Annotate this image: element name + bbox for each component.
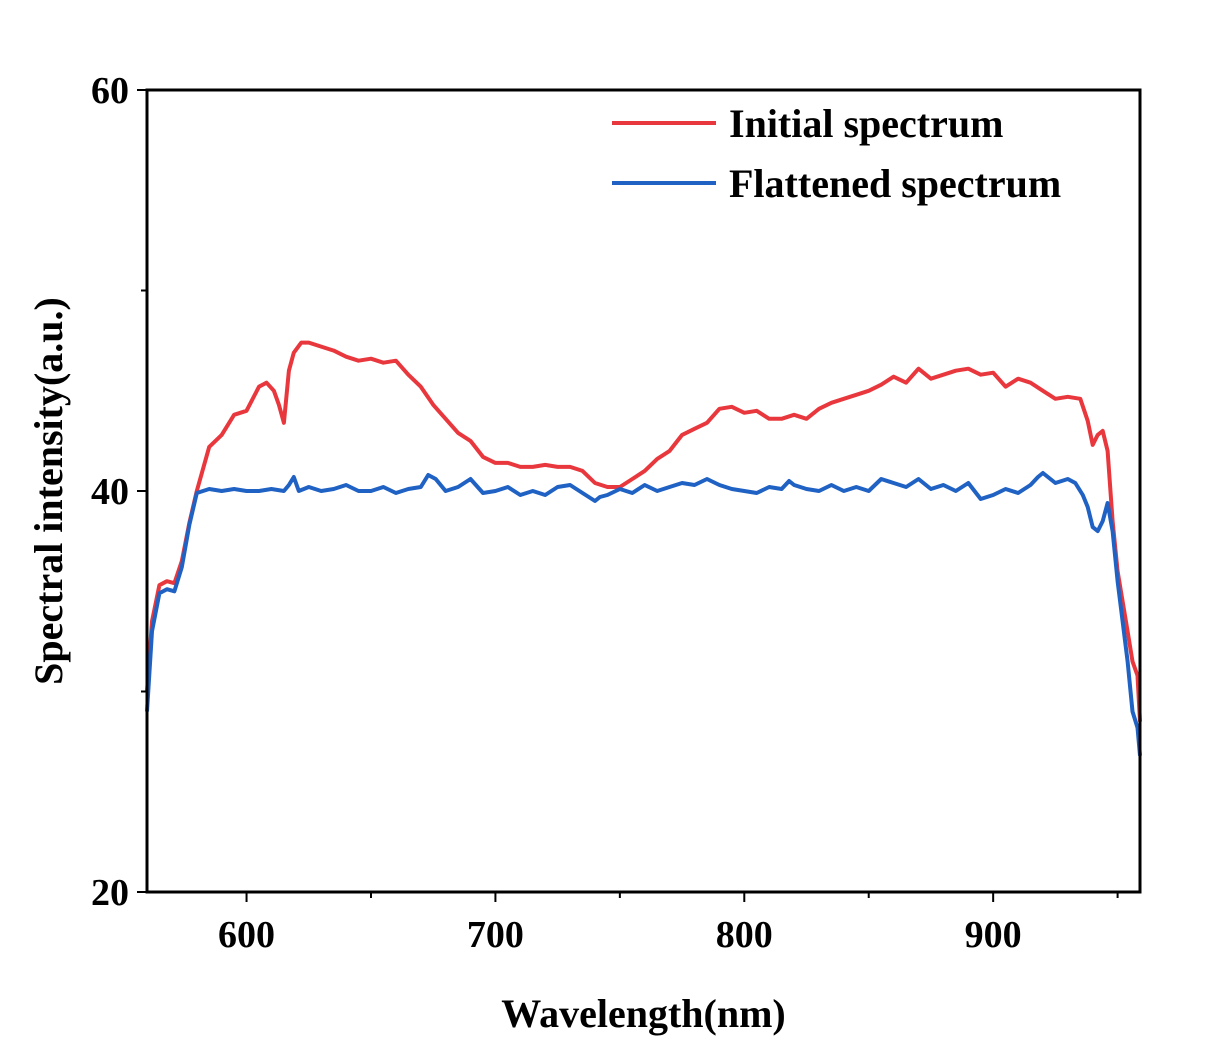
y-tick-label: 60 xyxy=(91,70,129,112)
y-axis-title: Spectral intensity(a.u.) xyxy=(26,297,71,685)
legend-label-initial-spectrum: Initial spectrum xyxy=(729,101,1003,146)
y-tick-label: 20 xyxy=(91,872,129,914)
x-tick-label: 600 xyxy=(218,914,275,956)
series-line-initial-spectrum xyxy=(145,340,1142,722)
x-tick-label: 700 xyxy=(467,914,524,956)
x-tick-label: 900 xyxy=(965,914,1022,956)
axis-ticks xyxy=(137,89,1119,902)
tick-labels: 600 700 800 900 20 40 60 xyxy=(91,70,1022,956)
series-line-flattened-spectrum xyxy=(145,471,1142,756)
plot-frame xyxy=(145,88,1142,894)
x-tick-label: 800 xyxy=(716,914,773,956)
series-layer xyxy=(145,340,1142,756)
y-tick-label: 40 xyxy=(91,471,129,513)
legend: Initial spectrum Flattened spectrum xyxy=(612,101,1061,206)
x-axis-title: Wavelength(nm) xyxy=(501,991,785,1036)
legend-label-flattened-spectrum: Flattened spectrum xyxy=(729,161,1061,206)
